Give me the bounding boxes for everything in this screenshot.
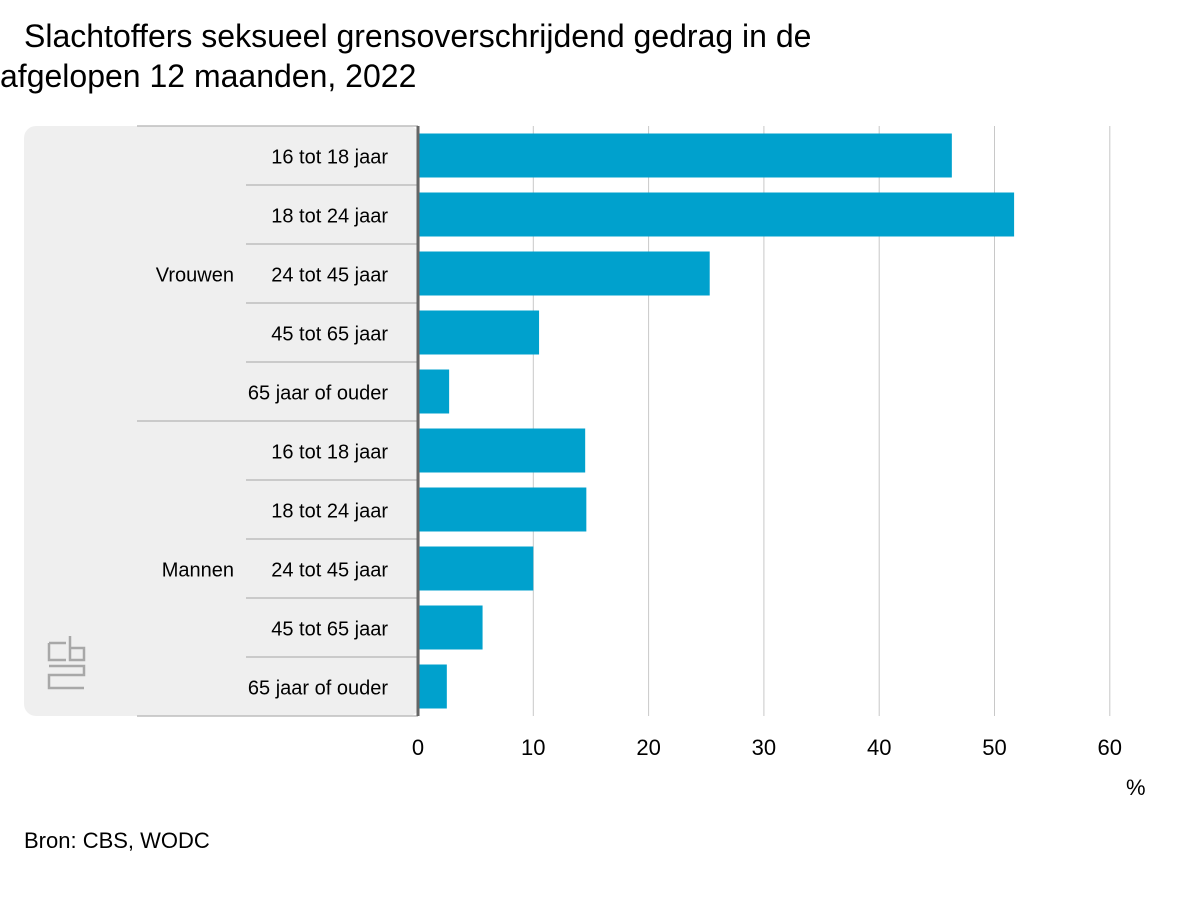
x-tick-label: 20	[636, 735, 660, 760]
cbs-logo	[47, 636, 86, 690]
category-label: 18 tot 24 jaar	[271, 206, 388, 228]
category-labels: 16 tot 18 jaar 18 tot 24 jaar 24 tot 45 ja…	[156, 147, 389, 700]
x-tick-label: 10	[521, 735, 545, 760]
bar	[419, 310, 540, 355]
chart-title: Slachtoffers seksueel grensoverschrijden…	[0, 18, 812, 94]
bar	[419, 546, 534, 591]
bar	[419, 428, 586, 473]
x-tick-label: 60	[1098, 735, 1122, 760]
category-label: 16 tot 18 jaar	[271, 147, 388, 169]
group-label: Mannen	[162, 560, 234, 582]
bar	[419, 664, 447, 709]
bar	[419, 369, 450, 414]
category-label: 45 tot 65 jaar	[271, 619, 388, 641]
category-label: 24 tot 45 jaar	[271, 560, 388, 582]
x-tick-label: 50	[982, 735, 1006, 760]
x-tick-label: 30	[752, 735, 776, 760]
bar	[419, 605, 483, 650]
category-label: 18 tot 24 jaar	[271, 501, 388, 523]
bar	[419, 251, 710, 296]
category-label: 65 jaar of ouder	[248, 678, 388, 700]
bar	[419, 487, 587, 532]
x-tick-label: 0	[412, 735, 424, 760]
x-axis-unit: %	[1126, 775, 1146, 800]
category-label: 65 jaar of ouder	[248, 383, 388, 405]
category-label: 24 tot 45 jaar	[271, 265, 388, 287]
x-tick-label: 40	[867, 735, 891, 760]
category-label: 16 tot 18 jaar	[271, 442, 388, 464]
category-label: 45 tot 65 jaar	[271, 324, 388, 346]
group-label: Vrouwen	[156, 265, 234, 287]
source-note: Bron: CBS, WODC	[24, 828, 210, 853]
bar	[419, 192, 1015, 237]
bars	[419, 133, 1015, 709]
x-axis-ticks: 0 10 20 30 40 50 60	[412, 735, 1122, 760]
bar	[419, 133, 952, 178]
row-separators	[137, 125, 418, 717]
